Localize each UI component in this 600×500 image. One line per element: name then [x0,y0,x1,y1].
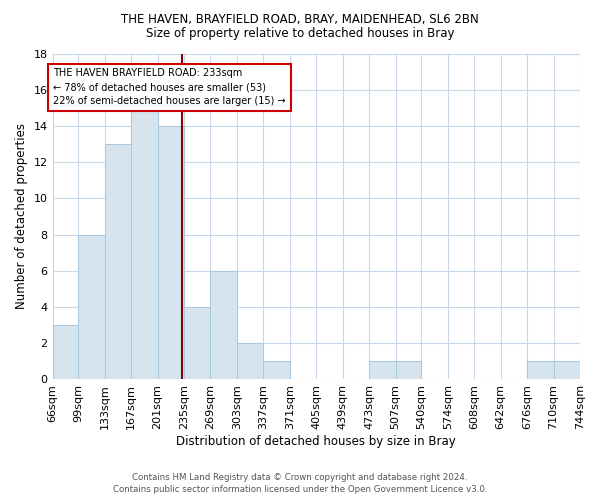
Text: Size of property relative to detached houses in Bray: Size of property relative to detached ho… [146,28,454,40]
Bar [184,306,211,379]
Text: THE HAVEN BRAYFIELD ROAD: 233sqm
← 78% of detached houses are smaller (53)
22% o: THE HAVEN BRAYFIELD ROAD: 233sqm ← 78% o… [53,68,286,106]
Bar [263,361,290,379]
Y-axis label: Number of detached properties: Number of detached properties [15,124,28,310]
Text: THE HAVEN, BRAYFIELD ROAD, BRAY, MAIDENHEAD, SL6 2BN: THE HAVEN, BRAYFIELD ROAD, BRAY, MAIDENH… [121,12,479,26]
Bar [527,361,554,379]
Bar [131,108,158,379]
Text: Contains HM Land Registry data © Crown copyright and database right 2024.
Contai: Contains HM Land Registry data © Crown c… [113,472,487,494]
Bar [369,361,395,379]
Bar [237,343,263,379]
Bar [395,361,421,379]
Bar [104,144,131,379]
X-axis label: Distribution of detached houses by size in Bray: Distribution of detached houses by size … [176,434,456,448]
Bar [554,361,580,379]
Bar [211,270,237,379]
Bar [53,325,78,379]
Bar [78,234,104,379]
Bar [158,126,184,379]
